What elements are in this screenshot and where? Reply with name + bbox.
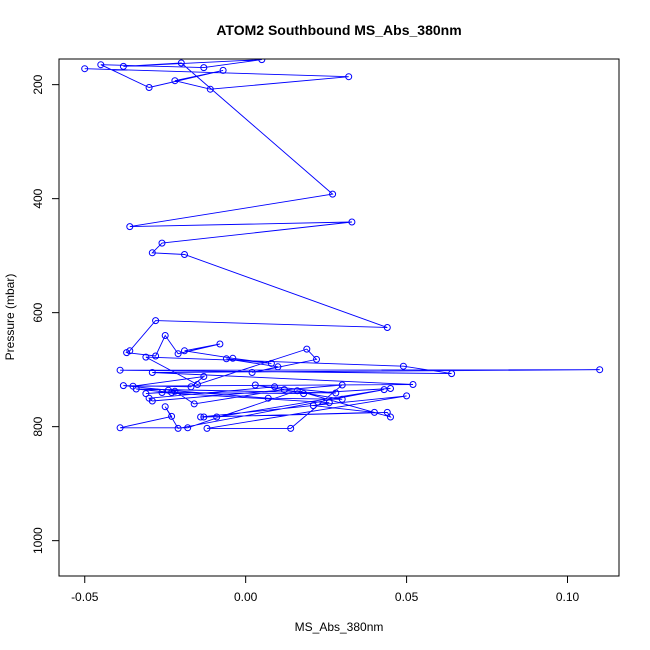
y-tick-label: 600 (31, 302, 45, 322)
data-point (200, 413, 208, 421)
data-point (222, 355, 230, 363)
data-point (409, 381, 417, 388)
data-point (148, 369, 156, 376)
data-point (126, 223, 134, 231)
data-point (338, 395, 346, 403)
data-point (171, 387, 179, 395)
data-point (303, 345, 311, 353)
x-tick-label: 0.10 (556, 590, 580, 604)
data-point (280, 386, 288, 394)
data-point (145, 394, 153, 402)
data-point (200, 64, 208, 72)
y-tick-label: 200 (31, 74, 45, 94)
data-point (116, 366, 124, 374)
data-point (387, 385, 394, 392)
data-point (596, 366, 604, 374)
data-point (287, 424, 295, 432)
data-point (380, 386, 388, 394)
data-point (403, 392, 411, 400)
data-point (293, 387, 301, 395)
data-point (187, 383, 195, 391)
data-point (370, 408, 378, 416)
data-point (152, 317, 160, 325)
data-point (142, 390, 150, 398)
data-point (132, 385, 140, 393)
data-point (300, 390, 308, 398)
data-point (145, 84, 153, 91)
data-point (213, 413, 221, 421)
data-point (203, 424, 211, 432)
data-point (168, 412, 176, 420)
data-point (313, 355, 320, 363)
data-point (325, 399, 333, 407)
chart-title: ATOM2 Southbound MS_Abs_380nm (216, 22, 461, 38)
data-point (193, 381, 201, 388)
data-point (197, 413, 205, 421)
data-point (181, 251, 188, 258)
data-point (216, 340, 224, 348)
data-point (206, 85, 214, 93)
data-point (200, 373, 208, 380)
data-point (267, 359, 275, 367)
data-point (171, 77, 179, 85)
data-point (274, 363, 282, 371)
y-tick-label: 1000 (31, 527, 45, 554)
x-tick-label: 0.00 (234, 590, 258, 604)
data-point (329, 190, 337, 198)
y-tick-label: 800 (31, 416, 45, 436)
data-point (174, 424, 182, 432)
data-point (338, 381, 346, 389)
data-point (448, 370, 456, 378)
data-point (251, 381, 259, 389)
data-point (348, 218, 356, 226)
plot-series (81, 59, 604, 432)
data-point (387, 413, 394, 421)
series-line (84, 59, 600, 429)
data-point (142, 353, 150, 361)
y-axis: 200 400 600 800 1000 (31, 74, 59, 554)
data-point (152, 352, 160, 360)
data-point (123, 349, 131, 357)
data-point (161, 403, 169, 411)
data-point (399, 362, 407, 370)
data-point (309, 402, 317, 410)
data-point (116, 424, 124, 432)
data-point (158, 389, 166, 396)
data-point (332, 389, 340, 397)
data-point (345, 73, 353, 81)
data-point (184, 424, 192, 432)
x-axis: -0.05 0.00 0.05 0.10 (71, 576, 580, 604)
data-point (258, 59, 266, 64)
data-point (271, 383, 279, 391)
data-point (181, 347, 188, 355)
data-point (174, 350, 182, 358)
x-axis-label: MS_Abs_380nm (295, 620, 384, 634)
data-point (264, 394, 272, 402)
data-point (119, 382, 127, 390)
data-point (161, 332, 169, 339)
x-tick-label: 0.05 (395, 590, 419, 604)
y-axis-label: Pressure (mbar) (3, 274, 17, 361)
plot-frame (58, 58, 620, 577)
data-point (168, 389, 176, 396)
data-point (158, 239, 166, 247)
data-point (119, 62, 127, 70)
data-point (383, 324, 391, 331)
data-point (177, 59, 185, 67)
data-point (81, 65, 89, 73)
data-point (383, 408, 391, 416)
data-point (248, 369, 256, 376)
data-point (190, 400, 198, 408)
data-point (219, 66, 227, 74)
data-point (148, 249, 156, 257)
data-point (97, 61, 105, 69)
x-tick-label: -0.05 (71, 590, 99, 604)
y-tick-label: 400 (31, 188, 45, 208)
